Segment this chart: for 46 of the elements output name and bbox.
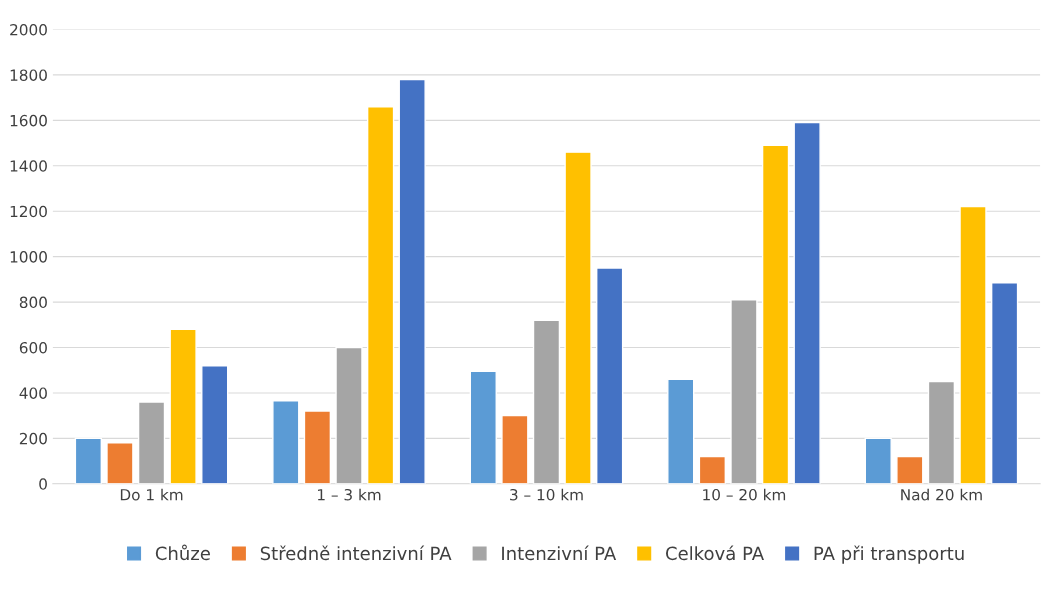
legend-label: PA při transportu <box>814 545 964 564</box>
bar <box>335 346 363 484</box>
bar <box>169 328 197 484</box>
bar <box>698 455 727 484</box>
y-tick-label: 2000 <box>10 23 47 36</box>
legend-label: Chůze <box>155 544 210 561</box>
bar <box>667 378 695 484</box>
y-tick-label: 1600 <box>10 114 47 127</box>
bar <box>864 437 892 484</box>
bar <box>990 282 1019 484</box>
bar <box>730 299 758 484</box>
bar <box>896 455 924 484</box>
bar <box>106 442 134 484</box>
y-tick-label: 0 <box>39 478 47 490</box>
x-tick-label: Nad 20 km <box>901 488 982 501</box>
bar <box>532 319 561 484</box>
bar <box>398 78 426 484</box>
bar <box>761 144 790 484</box>
bar <box>272 400 300 484</box>
bar <box>303 410 332 484</box>
bar <box>564 151 592 484</box>
legend-label: Celková PA <box>666 545 764 561</box>
y-tick-label: 600 <box>19 341 47 354</box>
y-tick-label: 1400 <box>10 160 47 172</box>
x-tick-label: 10 – 20 km <box>703 488 786 501</box>
y-tick-label: 400 <box>19 387 47 399</box>
y-tick-label: 1800 <box>10 69 47 81</box>
bar <box>366 106 395 484</box>
y-tick-label: 200 <box>19 432 47 445</box>
bar <box>793 121 821 484</box>
x-tick-label: 3 – 10 km <box>510 488 583 501</box>
bar <box>596 267 624 484</box>
y-tick-label: 1200 <box>10 205 47 218</box>
bar <box>137 401 166 484</box>
legend-label: Intenzivní PA <box>502 545 617 561</box>
x-tick-label: Do 1 km <box>120 488 183 501</box>
y-tick-label: 800 <box>19 296 47 309</box>
x-tick-label: 1 – 3 km <box>318 488 381 501</box>
bar <box>201 364 229 484</box>
bar <box>927 380 956 484</box>
bar <box>469 370 497 484</box>
legend-label: Středně intenzivní PA <box>260 545 452 561</box>
y-tick-label: 1000 <box>10 251 47 263</box>
bar <box>959 205 987 484</box>
bar <box>501 414 529 484</box>
bar <box>74 437 102 484</box>
